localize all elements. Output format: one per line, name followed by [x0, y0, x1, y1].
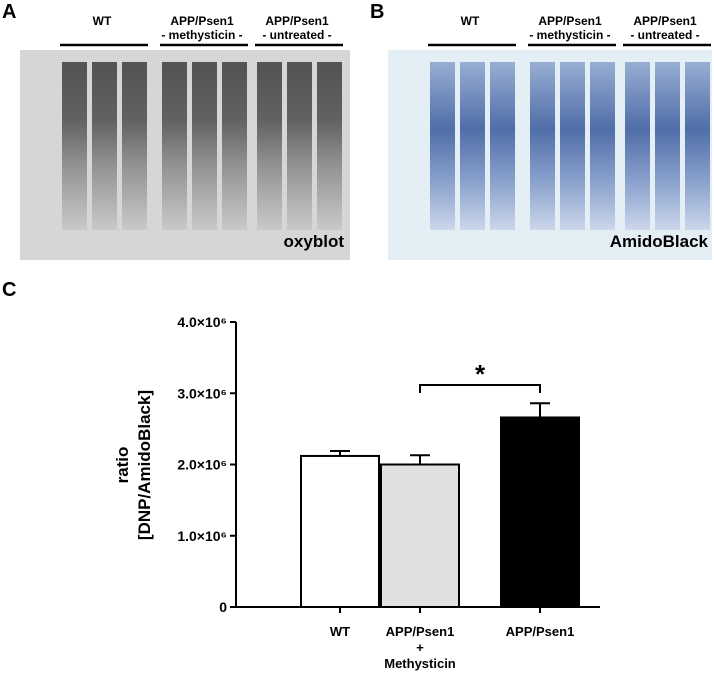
lane [162, 62, 187, 230]
lane [192, 62, 217, 230]
lane [685, 62, 710, 230]
panel-label: C [2, 279, 16, 301]
lane [460, 62, 485, 230]
x-tick-label: APP/Psen1 + Methysticin [384, 624, 456, 671]
lane-group-label: WT [461, 14, 480, 28]
lane [530, 62, 555, 230]
blot-caption: AmidoBlack [610, 232, 709, 251]
lane [62, 62, 87, 230]
lane-group-label: APP/Psen1- untreated - [630, 14, 699, 42]
lane [257, 62, 282, 230]
lane [92, 62, 117, 230]
y-tick-label: 3.0×10⁶ [177, 385, 227, 401]
y-axis-label: ratio [DNP/AmidoBlack] [113, 390, 154, 540]
y-tick-label: 2.0×10⁶ [177, 457, 227, 473]
bar [500, 416, 580, 608]
blot-caption: oxyblot [284, 232, 345, 251]
lane-group-label: APP/Psen1- methysticin - [161, 14, 242, 42]
bar [380, 463, 460, 608]
panel-label: A [2, 1, 16, 23]
lane [430, 62, 455, 230]
x-tick-label: WT [330, 624, 350, 639]
lane [560, 62, 585, 230]
significance-bracket [419, 384, 541, 393]
lane-group-label: WT [93, 14, 112, 28]
y-tick-label: 4.0×10⁶ [177, 314, 227, 330]
lane [625, 62, 650, 230]
lane [655, 62, 680, 230]
bar [300, 454, 380, 609]
lane-group-label: APP/Psen1- untreated - [262, 14, 331, 42]
lane [287, 62, 312, 230]
lane [122, 62, 147, 230]
y-tick-label: 1.0×10⁶ [177, 528, 227, 544]
lane [590, 62, 615, 230]
significance-label: * [475, 359, 486, 389]
lane-group-label: APP/Psen1- methysticin - [529, 14, 610, 42]
x-tick-label: APP/Psen1 [506, 624, 575, 639]
y-tick-label: 0 [219, 599, 227, 615]
lane [490, 62, 515, 230]
lane [222, 62, 247, 230]
lane [317, 62, 342, 230]
panel-label: B [370, 1, 384, 23]
